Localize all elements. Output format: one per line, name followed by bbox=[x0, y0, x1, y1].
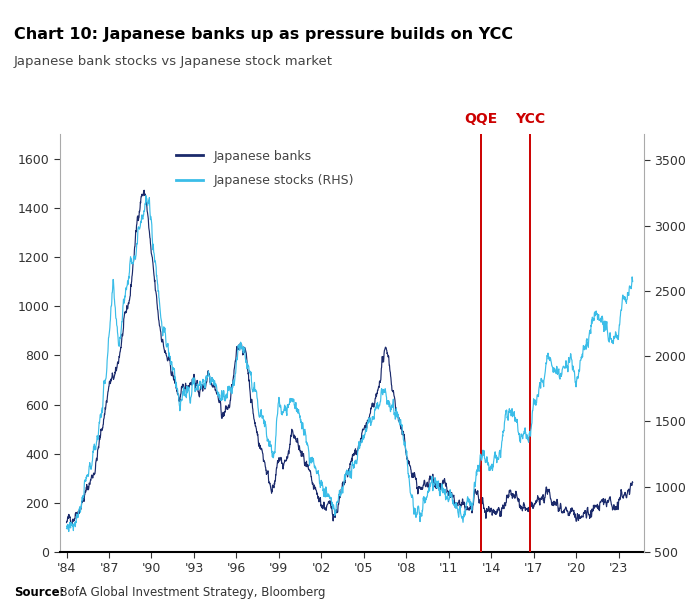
Text: Chart 10: Japanese banks up as pressure builds on YCC: Chart 10: Japanese banks up as pressure … bbox=[14, 27, 513, 43]
Text: YCC: YCC bbox=[515, 112, 545, 126]
Legend: Japanese banks, Japanese stocks (RHS): Japanese banks, Japanese stocks (RHS) bbox=[171, 145, 359, 192]
Text: QQE: QQE bbox=[464, 112, 497, 126]
Text: BofA Global Investment Strategy, Bloomberg: BofA Global Investment Strategy, Bloombe… bbox=[52, 586, 326, 599]
Text: Source:: Source: bbox=[14, 586, 64, 599]
Text: Japanese bank stocks vs Japanese stock market: Japanese bank stocks vs Japanese stock m… bbox=[14, 55, 333, 68]
